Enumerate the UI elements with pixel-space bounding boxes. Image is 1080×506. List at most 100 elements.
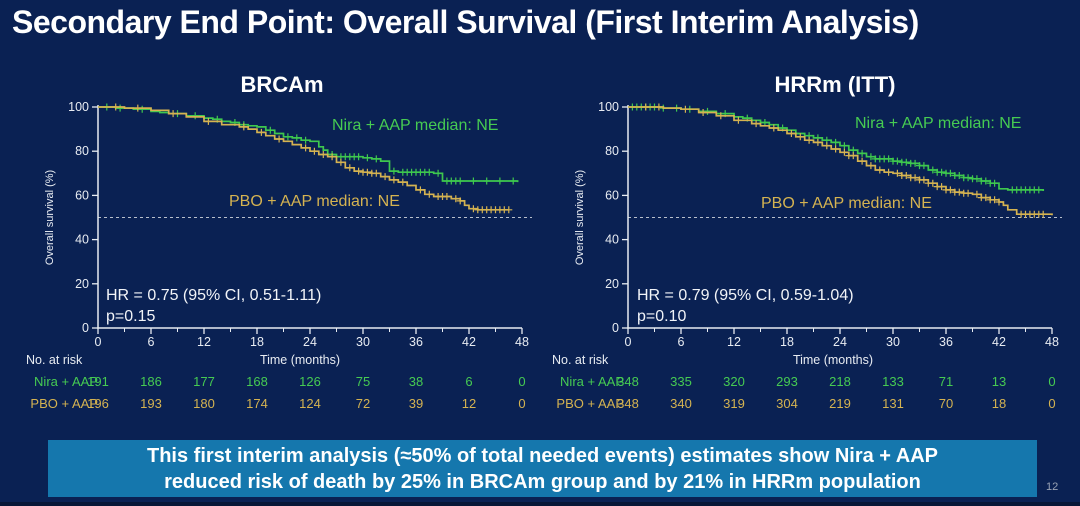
hr-line: HR = 0.79 (95% CI, 0.59-1.04) [637, 287, 854, 304]
risk-row-label: PBO + AAP [30, 396, 98, 411]
censor-mark [363, 168, 371, 176]
censor-mark [955, 172, 963, 179]
risk-count: 219 [829, 396, 851, 411]
censor-mark [257, 128, 265, 136]
y-tick-label: 100 [68, 100, 89, 114]
censor-mark [964, 174, 972, 182]
censor-mark [867, 153, 875, 161]
risk-count: 186 [140, 374, 162, 389]
censor-mark [973, 190, 981, 198]
censor-mark [469, 177, 477, 185]
x-tick-label: 18 [780, 335, 794, 349]
risk-count: 6 [465, 374, 473, 389]
censor-mark [116, 104, 124, 112]
censor-mark [469, 205, 477, 213]
censor-mark [337, 158, 345, 166]
censor-mark [876, 166, 884, 174]
censor-mark [134, 104, 142, 112]
risk-row-pbo: PBO + AAP 348 340 319 304 219 131 70 18 0 [0, 396, 1080, 412]
censor-mark [204, 117, 212, 125]
risk-count: 124 [299, 396, 321, 411]
y-axis-title: Overall survival (%) [44, 170, 56, 265]
censor-mark [955, 188, 963, 196]
risk-count: 335 [670, 374, 692, 389]
risk-row-label: Nira + AAP [34, 374, 98, 389]
censor-mark [355, 167, 363, 175]
risk-count: 71 [938, 374, 954, 389]
censor-mark [814, 138, 822, 146]
censor-mark [381, 173, 389, 181]
censor-mark [425, 190, 433, 198]
censor-mark [372, 155, 380, 163]
censor-mark [505, 206, 513, 214]
censor-mark [699, 109, 707, 116]
censor-mark [355, 153, 363, 161]
censor-mark [302, 144, 310, 152]
x-axis-title: Time (months) [259, 353, 341, 367]
risk-row-nira: Nira + AAP 348 335 320 293 218 133 71 13 0 [0, 374, 1080, 390]
risk-row-pbo: PBO + AAP 196 193 180 174 124 72 39 12 0 [0, 396, 1080, 412]
risk-count: 70 [938, 396, 954, 411]
censor-mark [761, 119, 769, 126]
x-tick-label: 48 [1045, 335, 1059, 349]
censor-mark [973, 175, 981, 183]
censor-mark [509, 177, 517, 185]
risk-count: 191 [87, 374, 109, 389]
risk-count: 72 [355, 396, 371, 411]
risk-count: 319 [723, 396, 745, 411]
risk-count: 75 [355, 374, 371, 389]
censor-mark [840, 142, 848, 150]
censor-mark [902, 172, 910, 179]
slide-title: Secondary End Point: Overall Survival (F… [12, 4, 919, 40]
nira-median-label: Nira + AAP median: NE [855, 115, 1022, 132]
nira-median-label: Nira + AAP median: NE [332, 117, 499, 134]
censor-mark [770, 124, 778, 132]
censor-mark [805, 136, 813, 144]
censor-mark [425, 168, 433, 176]
censor-mark [452, 195, 460, 203]
censor-mark [319, 151, 327, 158]
risk-row-label: Nira + AAP [560, 374, 624, 389]
y-axis-title: Overall survival (%) [574, 170, 586, 265]
x-tick-label: 6 [148, 335, 155, 349]
censor-mark [911, 159, 919, 167]
censor-mark [840, 148, 848, 156]
censor-mark [346, 164, 354, 172]
y-tick-label: 80 [605, 144, 619, 158]
risk-count: 293 [776, 374, 798, 389]
censor-mark [832, 145, 840, 153]
censor-mark [867, 162, 875, 170]
risk-count: 0 [1048, 374, 1056, 389]
censor-mark [796, 133, 804, 141]
censor-mark [655, 103, 663, 111]
y-tick-label: 60 [75, 188, 89, 202]
x-tick-label: 30 [886, 335, 900, 349]
censor-mark [443, 193, 451, 200]
censor-mark [642, 103, 650, 111]
censor-mark [946, 169, 954, 177]
risk-count: 177 [193, 374, 215, 389]
risk-count: 320 [723, 374, 745, 389]
risk-count: 0 [1048, 396, 1056, 411]
risk-count: 18 [991, 396, 1007, 411]
censor-mark [372, 169, 380, 177]
risk-count: 193 [140, 396, 162, 411]
x-tick-label: 42 [992, 335, 1006, 349]
chart-title-brcam: BRCAm [240, 72, 324, 97]
y-tick-label: 20 [605, 277, 619, 291]
risk-row-nira: Nira + AAP 191 186 177 168 126 75 38 6 0 [0, 374, 1080, 390]
risk-count: 340 [670, 396, 692, 411]
risk-count: 174 [246, 396, 268, 411]
slide-bottom-edge [0, 502, 1080, 506]
censor-mark [169, 110, 177, 118]
p-value-line: p=0.15 [106, 308, 156, 325]
risk-count: 133 [882, 374, 904, 389]
risk-count: 0 [518, 374, 526, 389]
hr-stats: HR = 0.79 (95% CI, 0.59-1.04) p=0.10 [637, 285, 854, 327]
x-tick-label: 0 [95, 335, 102, 349]
risk-count: 180 [193, 396, 215, 411]
censor-mark [456, 177, 464, 185]
risk-count: 196 [87, 396, 109, 411]
censor-mark [390, 176, 398, 184]
risk-count: 39 [408, 396, 424, 411]
